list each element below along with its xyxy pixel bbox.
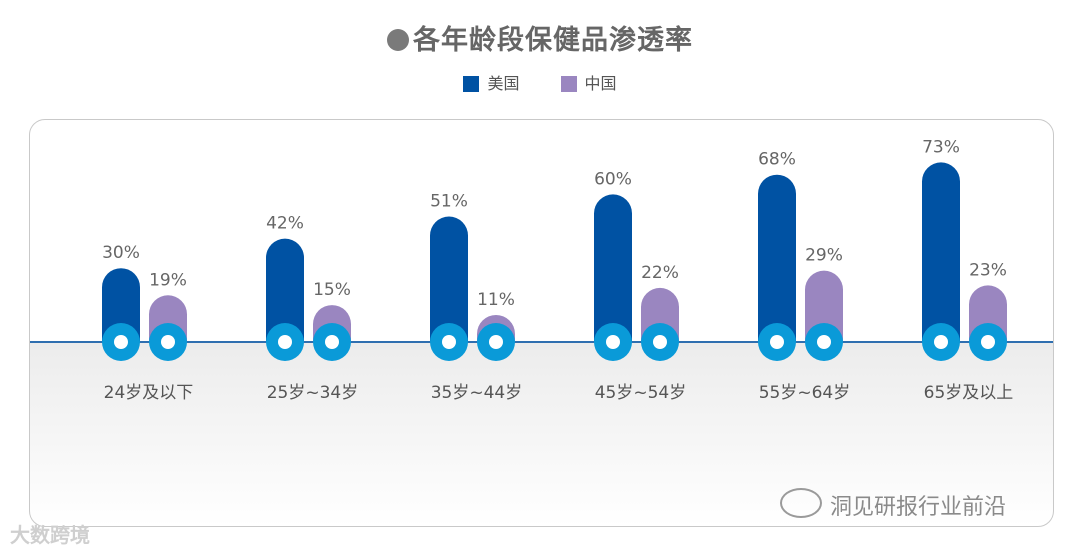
bar-base-dot-icon — [114, 335, 128, 349]
x-tick-label-0: 24岁及以下 — [104, 383, 194, 403]
bar-base-dot-icon — [770, 335, 784, 349]
watermark-right-text: 洞见研报行业前沿 — [830, 495, 1007, 520]
bar-cn-4 — [805, 270, 843, 342]
legend-label-cn: 中国 — [584, 74, 617, 93]
data-label-cn-5: 23% — [969, 260, 1007, 280]
bar-us-2 — [430, 216, 468, 342]
bar-us-0 — [102, 268, 140, 342]
legend-label-us: 美国 — [487, 74, 520, 93]
bar-base-dot-icon — [278, 335, 292, 349]
bar-base-dot-icon — [606, 335, 620, 349]
data-label-us-2: 51% — [430, 192, 468, 212]
legend: 美国 中国 — [0, 70, 1080, 94]
data-label-us-0: 30% — [102, 243, 140, 263]
legend-swatch-cn — [560, 76, 577, 92]
watermark-right: 洞见研报行业前沿 — [780, 488, 1006, 521]
bar-base-dot-icon — [934, 335, 948, 349]
data-label-us-4: 68% — [758, 150, 796, 170]
wechat-logo-icon — [780, 488, 822, 518]
data-label-us-1: 42% — [266, 214, 304, 234]
bar-base-dot-icon — [981, 335, 995, 349]
data-label-cn-4: 29% — [805, 246, 843, 266]
bar-us-1 — [266, 238, 304, 342]
watermark-left: 大数跨境 — [10, 523, 90, 547]
data-label-us-5: 73% — [922, 137, 960, 157]
bar-us-4 — [758, 174, 796, 342]
x-tick-label-1: 25岁~34岁 — [267, 383, 359, 403]
x-tick-label-5: 65岁及以上 — [924, 383, 1014, 403]
bar-base-dot-icon — [653, 335, 667, 349]
chart-title-text: 各年龄段保健品渗透率 — [413, 25, 693, 56]
title-bullet-icon — [387, 29, 409, 51]
x-tick-label-2: 35岁~44岁 — [431, 383, 523, 403]
chart-card: 30% 19% 24岁及以下 42% 15% 25岁~34岁 51% 11% 35岁~44岁 60… — [29, 119, 1054, 527]
data-label-cn-3: 22% — [641, 263, 679, 283]
data-label-cn-1: 15% — [313, 280, 351, 300]
legend-item-cn: 中国 — [560, 70, 617, 94]
bar-base-dot-icon — [817, 335, 831, 349]
data-label-cn-0: 19% — [149, 270, 187, 290]
bar-base-dot-icon — [442, 335, 456, 349]
chart-title: 各年龄段保健品渗透率 — [0, 18, 1080, 57]
data-label-cn-2: 11% — [477, 290, 515, 310]
bar-base-dot-icon — [161, 335, 175, 349]
bar-us-3 — [594, 194, 632, 342]
legend-swatch-us — [463, 76, 480, 92]
bar-base-dot-icon — [325, 335, 339, 349]
legend-item-us: 美国 — [463, 70, 519, 94]
bar-base-dot-icon — [489, 335, 503, 349]
x-tick-label-3: 45岁~54岁 — [595, 383, 687, 403]
x-tick-label-4: 55岁~64岁 — [759, 383, 851, 403]
bar-us-5 — [922, 162, 960, 342]
bar-chart: 30% 19% 24岁及以下 42% 15% 25岁~34岁 51% 11% 35岁~44岁 60… — [30, 137, 1053, 403]
data-label-us-3: 60% — [594, 169, 632, 189]
